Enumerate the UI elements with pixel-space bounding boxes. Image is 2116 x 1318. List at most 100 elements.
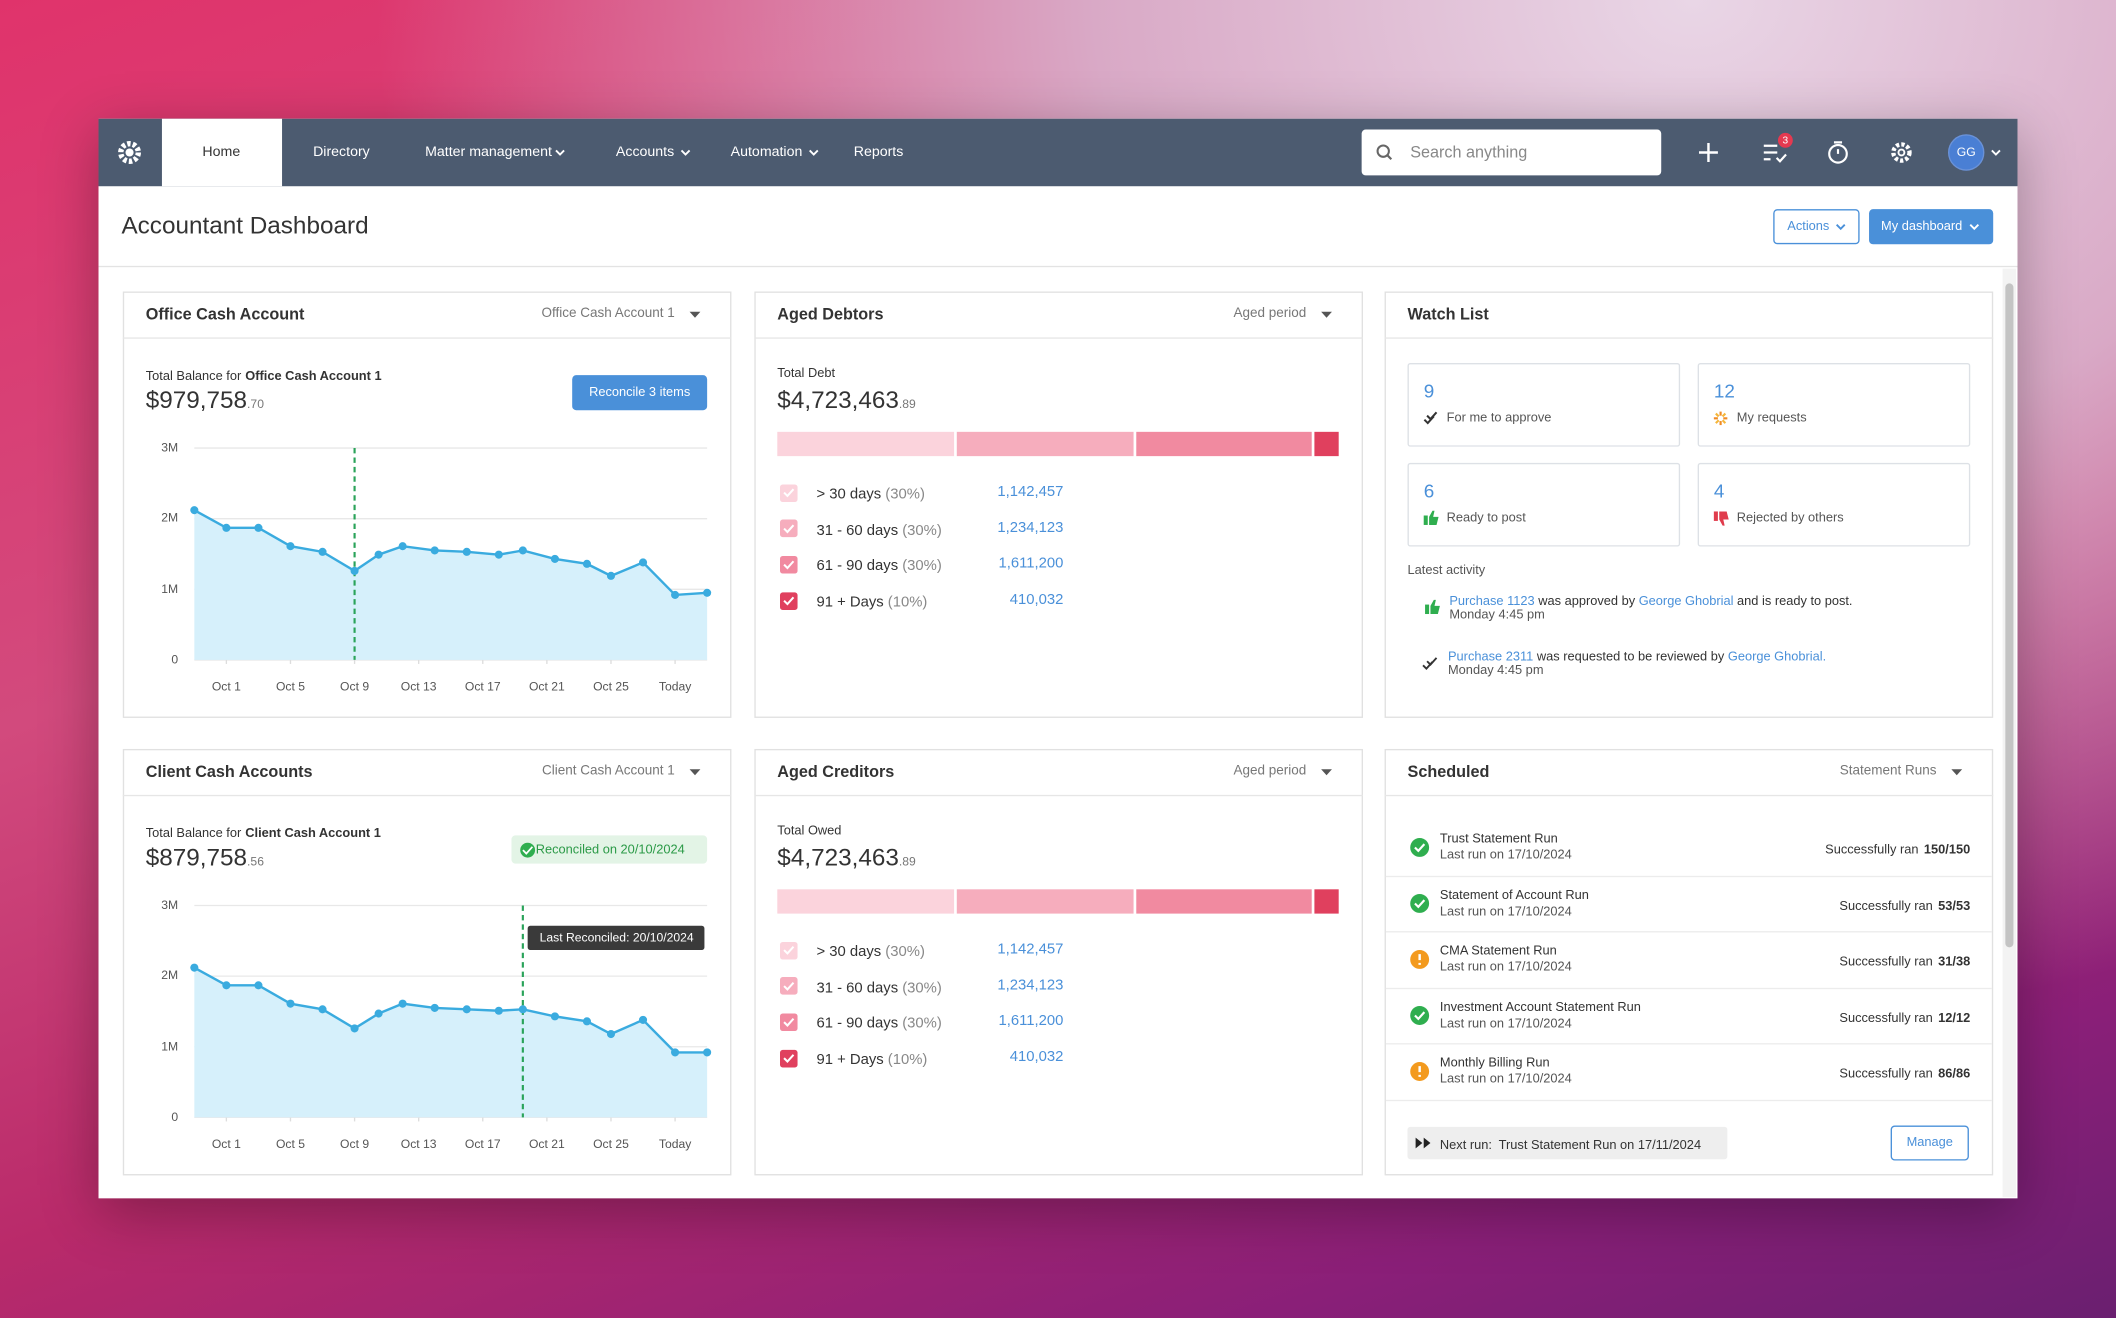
panel xyxy=(754,748,1363,1176)
run-last: Last run on 17/10/2024 xyxy=(1439,959,1572,975)
watch-card[interactable] xyxy=(1697,462,1971,547)
run-status-label: Successfully ran xyxy=(1839,954,1933,970)
reconcile-label[interactable]: Reconcile 3 items xyxy=(589,385,691,400)
activity-link[interactable]: Purchase 1123 xyxy=(1449,594,1535,610)
panel xyxy=(754,291,1363,718)
aging-amount[interactable]: 1,611,200 xyxy=(998,1013,1064,1030)
activity-time: Monday 4:45 pm xyxy=(1448,663,1544,678)
panel-selector[interactable]: Client Cash Account 1 xyxy=(541,763,675,779)
checkbox[interactable] xyxy=(780,483,798,502)
watch-card[interactable] xyxy=(1407,363,1681,447)
panel xyxy=(122,748,732,1176)
run-name: Monthly Billing Run xyxy=(1439,1055,1550,1071)
active-tab[interactable] xyxy=(161,118,283,187)
watch-card[interactable] xyxy=(1407,462,1681,547)
panel-header-divider xyxy=(1384,337,1994,339)
total-cents: .89 xyxy=(898,854,916,868)
aging-amount[interactable]: 1,611,200 xyxy=(998,555,1064,572)
x-tick-label: Today xyxy=(658,679,692,694)
run-count: 12/12 xyxy=(1938,1010,1971,1026)
checkbox[interactable] xyxy=(780,1013,798,1031)
checkbox[interactable] xyxy=(780,977,798,995)
manage-button[interactable] xyxy=(1890,1125,1969,1161)
panel-title: Aged Creditors xyxy=(777,762,895,782)
aging-amount[interactable]: 1,142,457 xyxy=(997,941,1064,958)
y-tick-label: 2M xyxy=(161,968,179,983)
row-divider xyxy=(1385,1099,1992,1101)
panel-selector[interactable]: Aged period xyxy=(1233,763,1307,779)
x-tick-label: Oct 17 xyxy=(464,1137,501,1151)
search-box[interactable] xyxy=(1361,129,1662,176)
total-amount: $4,723,463 xyxy=(777,386,899,414)
checkbox[interactable] xyxy=(780,941,798,959)
balance-caption: Total Balance for Client Cash Account 1 xyxy=(146,818,381,844)
nav-tab[interactable]: Automation xyxy=(730,143,803,161)
tooltip xyxy=(528,925,706,951)
run-count: 86/86 xyxy=(1938,1066,1971,1082)
next-run-chip xyxy=(1407,1126,1728,1160)
panel-title: Scheduled xyxy=(1407,762,1490,782)
activity-text-part: was approved by xyxy=(1534,594,1639,610)
balance-amount: $879,758 xyxy=(145,843,248,871)
checkbox[interactable] xyxy=(780,1049,798,1067)
aging-amount[interactable]: 410,032 xyxy=(1009,1049,1064,1066)
y-tick-label: 1M xyxy=(161,581,179,596)
y-tick-label: 3M xyxy=(161,898,179,912)
panel-header-divider xyxy=(754,794,1363,797)
watch-count: 12 xyxy=(1713,380,1735,402)
aging-row: > 30 days (30%) xyxy=(816,480,924,506)
actions-label[interactable]: Actions xyxy=(1787,219,1830,234)
panel-selector[interactable]: Statement Runs xyxy=(1839,763,1937,779)
total-amount: $4,723,463 xyxy=(777,843,899,871)
dashboard-label[interactable]: My dashboard xyxy=(1881,219,1963,234)
reconciled-label: Reconciled on 20/10/2024 xyxy=(535,842,685,858)
aging-bar-segment xyxy=(956,431,1134,457)
x-tick-label: Oct 17 xyxy=(464,679,501,694)
nav-tab[interactable]: Home xyxy=(202,143,241,161)
aging-percent: (30%) xyxy=(902,979,942,997)
row-divider xyxy=(1385,931,1992,933)
activity-link[interactable]: Purchase 2311 xyxy=(1448,649,1534,665)
panel xyxy=(122,291,732,718)
nav-tab[interactable]: Directory xyxy=(313,143,370,161)
aging-label: 31 - 60 days xyxy=(816,522,899,539)
run-status: Successfully ran 86/86 xyxy=(1839,1059,1970,1085)
aging-row: 61 - 90 days (30%) xyxy=(816,1009,941,1035)
checkbox[interactable] xyxy=(780,591,798,610)
checkbox[interactable] xyxy=(780,519,798,538)
search-placeholder[interactable]: Search anything xyxy=(1410,142,1528,162)
activity-link[interactable]: George Ghobrial. xyxy=(1727,649,1827,665)
watch-card[interactable] xyxy=(1697,363,1971,447)
nav-tab[interactable]: Matter management xyxy=(425,143,552,161)
balance-cents: .56 xyxy=(247,854,264,868)
aging-amount[interactable]: 410,032 xyxy=(1009,591,1064,608)
x-tick-label: Oct 9 xyxy=(340,679,370,694)
aging-bar-segment xyxy=(1136,889,1312,914)
total-label: Total Owed xyxy=(777,823,842,839)
balance-cents: .70 xyxy=(247,397,264,411)
checkbox[interactable] xyxy=(780,555,798,574)
manage-label[interactable]: Manage xyxy=(1906,1135,1953,1151)
panel-selector[interactable]: Aged period xyxy=(1233,306,1307,322)
aging-amount[interactable]: 1,142,457 xyxy=(997,483,1064,500)
scroll-thumb[interactable] xyxy=(2005,283,2014,948)
aging-label: 61 - 90 days xyxy=(816,558,899,575)
actions-button[interactable] xyxy=(1773,209,1860,245)
balance: $879,758.56 xyxy=(146,844,264,873)
nav-tab[interactable]: Reports xyxy=(853,143,904,161)
run-status: Successfully ran 12/12 xyxy=(1839,1003,1970,1029)
reconcile-button[interactable] xyxy=(572,375,708,411)
avatar-initials[interactable]: GG xyxy=(1956,145,1976,159)
activity-link[interactable]: George Ghobrial xyxy=(1638,594,1734,610)
x-tick-label: Oct 13 xyxy=(400,679,437,694)
account-name: Office Cash Account 1 xyxy=(245,368,382,384)
watch-count: 6 xyxy=(1423,479,1435,502)
nav-tab[interactable]: Accounts xyxy=(615,143,675,161)
panel-selector[interactable]: Office Cash Account 1 xyxy=(541,306,675,322)
run-count: 150/150 xyxy=(1923,842,1971,858)
aging-amount[interactable]: 1,234,123 xyxy=(997,977,1064,994)
activity-text: Purchase 2311 was requested to be review… xyxy=(1448,642,1826,668)
aging-amount[interactable]: 1,234,123 xyxy=(997,519,1064,536)
